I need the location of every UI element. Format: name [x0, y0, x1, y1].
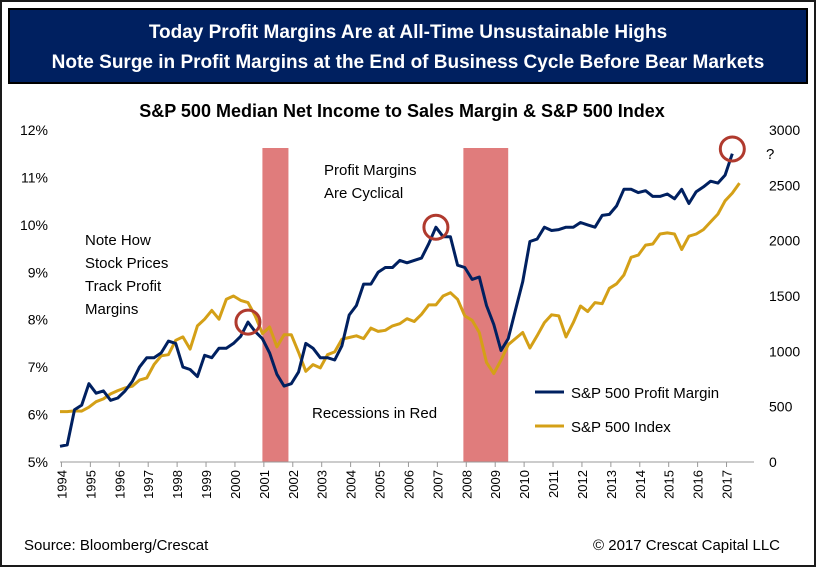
header-banner: Today Profit Margins Are at All-Time Uns…: [8, 8, 808, 84]
x-tick-label: 2004: [344, 470, 359, 499]
header-line-2: Note Surge in Profit Margins at the End …: [51, 52, 765, 73]
header-line-1: Today Profit Margins Are at All-Time Uns…: [148, 22, 668, 43]
series-line-sp500-index: [60, 182, 741, 414]
y-right-tick-label: 1000: [769, 343, 800, 359]
highlight-circle: [234, 308, 262, 336]
x-tick-label: 2005: [373, 470, 388, 499]
y-right-tick-label: 2500: [769, 177, 800, 193]
y-left-tick-label: 6%: [28, 407, 48, 423]
recession-band-1: [262, 148, 289, 462]
y-left-tick-label: 12%: [20, 122, 48, 138]
highlight-circle: [422, 213, 450, 241]
y-left-tick-label: 7%: [28, 359, 48, 375]
legend-label-sp500-index: S&P 500 Index: [571, 419, 671, 436]
highlight-circle: [718, 135, 746, 163]
y-left-tick-label: 8%: [28, 312, 48, 328]
x-tick-label: 2013: [604, 470, 619, 499]
annotation-recessions: Recessions in Red: [312, 405, 437, 422]
y-right-tick-label: 2000: [769, 233, 800, 249]
footer-source: Source: Bloomberg/Crescat: [24, 537, 209, 554]
y-right-tick-label: 500: [769, 399, 793, 415]
chart-title: S&P 500 Median Net Income to Sales Margi…: [139, 101, 665, 121]
footer-copyright: © 2017 Crescat Capital LLC: [593, 537, 780, 554]
annotation-profit-cyclical: Profit Margins: [324, 162, 417, 179]
x-tick-label: 2003: [315, 470, 330, 499]
y-left-tick-label: 9%: [28, 264, 48, 280]
x-tick-label: 2009: [488, 470, 503, 499]
y-right-tick-label: 3000: [769, 122, 800, 138]
x-tick-label: 2012: [575, 470, 590, 499]
x-tick-label: 2014: [633, 470, 648, 499]
x-tick-label: 2007: [430, 470, 445, 499]
y-left-tick-label: 5%: [28, 454, 48, 470]
x-tick-label: 1996: [112, 470, 127, 499]
x-tick-label: 2000: [228, 470, 243, 499]
x-tick-label: 2006: [401, 470, 416, 499]
x-tick-label: 1997: [141, 470, 156, 499]
x-tick-label: 2002: [286, 470, 301, 499]
x-tick-label: 2008: [459, 470, 474, 499]
annotation-note-track: Stock Prices: [85, 255, 168, 272]
x-tick-label: 1995: [83, 470, 98, 499]
x-tick-label: 2011: [546, 470, 561, 498]
x-tick-label: 1999: [199, 470, 214, 499]
x-tick-label: 1994: [54, 470, 69, 499]
annotation-note-track: Track Profit: [85, 278, 162, 295]
x-tick-label: 1998: [170, 470, 185, 499]
x-tick-label: 2016: [691, 470, 706, 499]
x-tick-label: 2015: [662, 470, 677, 499]
annotation-profit-cyclical: Are Cyclical: [324, 185, 403, 202]
x-tick-label: 2001: [257, 470, 272, 499]
y-left-tick-label: 11%: [21, 169, 48, 185]
y-left-tick-label: 10%: [20, 217, 48, 233]
annotation-note-track: Note How: [85, 232, 151, 249]
annotation-note-track: Margins: [85, 301, 138, 318]
series-line-profit-margin: [59, 153, 734, 448]
y-right-tick-label: 0: [769, 454, 777, 470]
y-right-tick-label: 1500: [769, 288, 800, 304]
legend-label-profit-margin: S&P 500 Profit Margin: [571, 385, 719, 402]
x-tick-label: 2017: [720, 470, 735, 499]
x-tick-label: 2010: [517, 470, 532, 499]
annotation-question: ?: [766, 146, 774, 163]
